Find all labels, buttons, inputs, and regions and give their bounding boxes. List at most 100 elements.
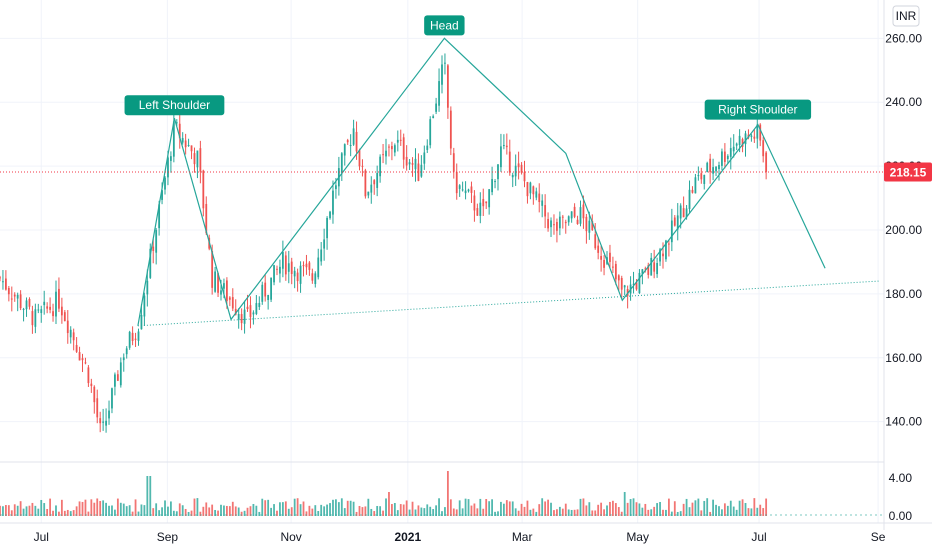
candle-body [585, 216, 588, 232]
pattern-labels: Left Shoulder Head Right Shoulder [124, 15, 812, 120]
volume-bar [435, 505, 438, 516]
price-axis-panel[interactable] [884, 0, 932, 530]
candle-body [502, 144, 505, 147]
left-shoulder-label-text: Left Shoulder [139, 98, 210, 112]
candle-body [332, 190, 334, 215]
candle-body [532, 186, 535, 195]
candle-body [497, 164, 499, 180]
volume-bar [367, 498, 370, 516]
candle-body [385, 150, 387, 157]
volume-bar [317, 511, 320, 516]
candle-body [370, 184, 373, 193]
volume-bar [335, 499, 337, 516]
candle-body [505, 145, 508, 148]
candle-body [234, 308, 237, 315]
candle-body [78, 352, 81, 361]
candle-body [494, 181, 496, 183]
volume-bar [385, 498, 387, 516]
candle-body [155, 230, 158, 253]
candlesticks [0, 53, 768, 433]
volume-bar [252, 503, 255, 516]
volume-bar [58, 511, 60, 516]
candle-body [441, 64, 443, 85]
candle-body [665, 240, 667, 260]
volume-bar [700, 510, 703, 516]
volume-bar [741, 499, 744, 516]
volume-bar [382, 510, 384, 516]
volume-bar [240, 511, 243, 516]
head-and-shoulders-pattern [137, 37, 826, 326]
candle-body [482, 198, 485, 207]
candle-body [143, 295, 146, 317]
candle-body [694, 177, 697, 194]
volume-bar [140, 504, 143, 516]
volume-bar [458, 500, 461, 516]
currency-badge[interactable] [892, 5, 920, 27]
volume-bar [573, 509, 576, 516]
volume-bar [550, 502, 552, 516]
volume-bar [143, 505, 146, 516]
volume-bar [202, 506, 205, 516]
candle-body [108, 410, 110, 419]
candle-body [202, 170, 205, 209]
volume-bar [258, 511, 261, 516]
candle-body [214, 271, 217, 292]
candle-body [388, 146, 390, 148]
volume-bar [423, 508, 426, 516]
volume-bar [747, 508, 750, 516]
volume-bar [308, 505, 311, 516]
volume-bar [237, 507, 240, 516]
volume-bar [273, 504, 275, 516]
volume-bar [249, 506, 252, 516]
candle-body [709, 158, 712, 172]
pattern-line [137, 37, 826, 326]
volume-bar [561, 508, 564, 516]
candle-body [535, 191, 538, 198]
candle-body [553, 224, 555, 226]
candle-body [765, 152, 768, 172]
candle-body [111, 388, 113, 409]
volume-bar [302, 501, 305, 516]
volume-bar [582, 498, 585, 516]
candle-body [588, 220, 591, 233]
volume-bar [452, 508, 455, 516]
candle-body [237, 314, 240, 320]
candle-body [603, 259, 605, 268]
volume-bar [679, 511, 682, 516]
candle-body [187, 145, 190, 147]
volume-bar [270, 507, 272, 516]
candle-body [75, 345, 78, 352]
volume-bar [759, 504, 762, 516]
volume-bar [673, 501, 676, 516]
volume-bar [429, 506, 432, 516]
volume-bar [261, 498, 264, 516]
volume-bar [641, 507, 644, 516]
volume-bar [703, 500, 706, 516]
candle-body [46, 306, 49, 309]
volume-bar [172, 510, 175, 516]
volume-bar [650, 509, 653, 516]
volume-bar [520, 503, 523, 516]
volume-bar [464, 498, 467, 516]
volume-bar [190, 510, 193, 516]
volume-bar [665, 509, 667, 516]
candle-body [673, 217, 676, 226]
candle-body [134, 338, 137, 340]
volume-bar [326, 504, 328, 516]
candle-body [317, 257, 320, 278]
candle-body [600, 255, 603, 260]
candle-body [614, 263, 617, 280]
candle-body [335, 185, 337, 190]
candle-body [676, 215, 679, 230]
volume-bar [352, 501, 355, 516]
volume-bar [629, 499, 632, 516]
volume-bar [108, 505, 110, 516]
candle-body [105, 420, 107, 426]
volume-bar [184, 508, 187, 516]
volume-bar [370, 508, 373, 516]
right-shoulder-label: Right Shoulder [704, 99, 812, 120]
volume-bar [502, 503, 505, 516]
volume-bar [346, 500, 349, 516]
candle-body [423, 152, 426, 164]
